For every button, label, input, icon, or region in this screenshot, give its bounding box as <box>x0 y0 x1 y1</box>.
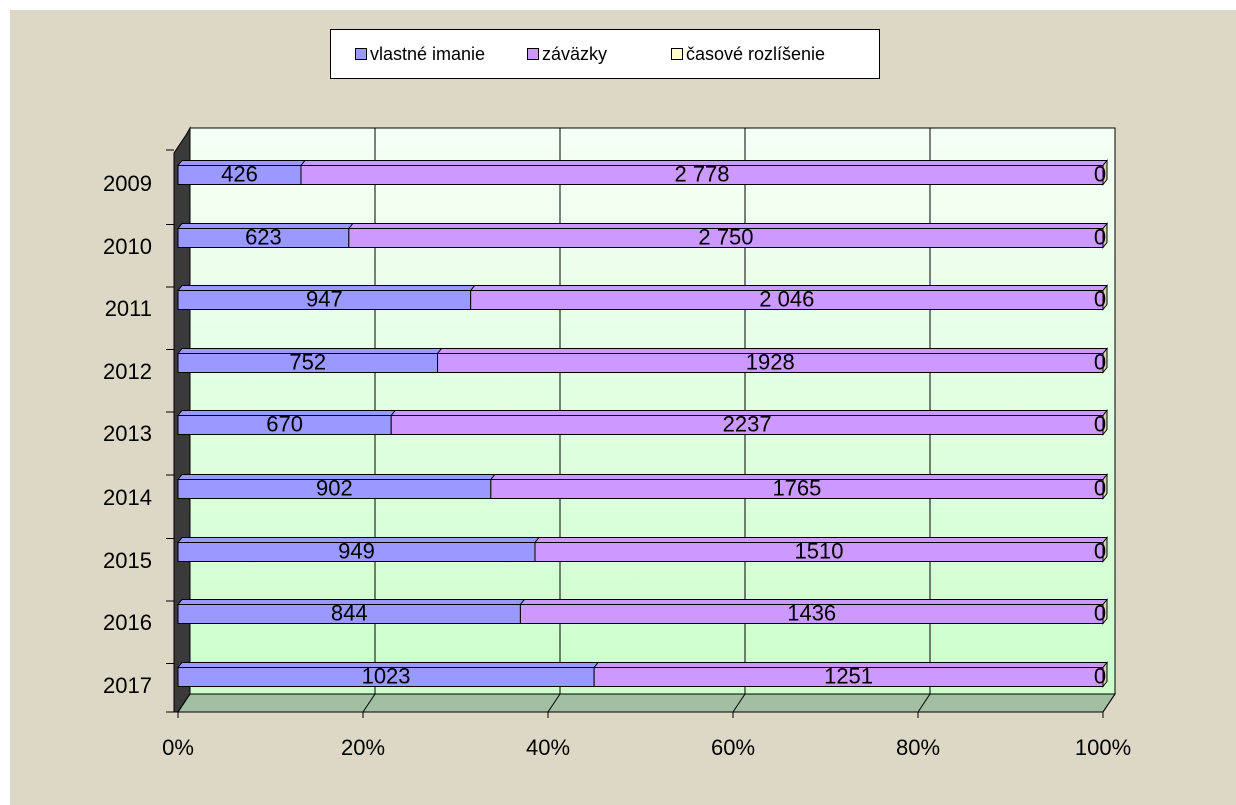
floor-gridline <box>917 693 931 713</box>
x-tick-label: 20% <box>341 735 385 760</box>
floor-gridline <box>732 693 746 713</box>
y-tick-label: 2017 <box>103 673 152 698</box>
legend-item-zavazky: záväzky <box>527 44 607 65</box>
x-tick-label: 80% <box>896 735 940 760</box>
legend-item-casove-rozlisenie: časové rozlíšenie <box>671 44 825 65</box>
bar-end-cap <box>1102 409 1108 436</box>
legend: vlastné imanie záväzky časové rozlíšenie <box>330 29 880 79</box>
data-label: 1510 <box>795 539 844 564</box>
x-tick-label: 0% <box>162 735 194 760</box>
x-tick-label: 60% <box>711 735 755 760</box>
data-label: 1765 <box>772 476 821 501</box>
bar-end-cap <box>1102 159 1108 186</box>
data-label: 0 <box>1094 287 1106 312</box>
data-label: 670 <box>266 412 303 437</box>
data-label: 0 <box>1094 601 1106 626</box>
x-tick-label: 100% <box>1075 735 1131 760</box>
floor-gridline <box>1102 693 1116 713</box>
y-tick-label: 2014 <box>103 485 152 510</box>
bar-end-cap <box>1102 598 1108 625</box>
bar-end-cap <box>1102 661 1108 688</box>
data-label: 844 <box>331 601 368 626</box>
floor-gridline <box>177 693 191 713</box>
bar-end-cap <box>1102 222 1108 249</box>
data-label: 1436 <box>787 601 836 626</box>
floor-gridline <box>547 693 561 713</box>
data-label: 949 <box>338 539 375 564</box>
y-tick-label: 2015 <box>103 548 152 573</box>
data-label: 902 <box>316 476 353 501</box>
y-tick-label: 2016 <box>103 610 152 635</box>
data-label: 752 <box>289 350 326 375</box>
data-label: 2 046 <box>759 287 814 312</box>
data-label: 2 778 <box>674 162 729 187</box>
floor <box>177 693 1116 713</box>
bar-end-cap <box>1102 284 1108 311</box>
bar-end-cap <box>1102 473 1108 500</box>
data-label: 0 <box>1094 476 1106 501</box>
y-tick-label: 2009 <box>103 171 152 196</box>
data-label: 0 <box>1094 225 1106 250</box>
data-label: 1928 <box>746 350 795 375</box>
data-label: 2 750 <box>698 225 753 250</box>
x-tick-label: 40% <box>526 735 570 760</box>
y-tick-label: 2013 <box>103 421 152 446</box>
data-label: 0 <box>1094 412 1106 437</box>
y-tick-label: 2011 <box>105 296 152 321</box>
legend-swatch-casove-rozlisenie <box>671 48 683 61</box>
legend-swatch-zavazky <box>527 48 539 61</box>
data-label: 426 <box>221 162 258 187</box>
legend-item-vlastne-imanie: vlastné imanie <box>355 44 485 65</box>
data-label: 623 <box>245 225 282 250</box>
data-label: 0 <box>1094 664 1106 689</box>
y-tick-label: 2012 <box>103 359 152 384</box>
bar-end-cap <box>1102 536 1108 563</box>
data-label: 0 <box>1094 162 1106 187</box>
data-label: 0 <box>1094 539 1106 564</box>
legend-label-zavazky: záväzky <box>542 44 608 64</box>
data-label: 1023 <box>362 664 411 689</box>
legend-label-casove-rozlisenie: časové rozlíšenie <box>686 44 826 64</box>
data-label: 947 <box>306 287 343 312</box>
floor-gridline <box>362 693 376 713</box>
data-label: 2237 <box>723 412 772 437</box>
legend-swatch-vlastne-imanie <box>355 48 367 61</box>
bar-end-cap <box>1102 347 1108 374</box>
data-label: 0 <box>1094 350 1106 375</box>
legend-label-vlastne-imanie: vlastné imanie <box>370 44 486 64</box>
y-tick-label: 2010 <box>103 234 152 259</box>
data-label: 1251 <box>824 664 873 689</box>
